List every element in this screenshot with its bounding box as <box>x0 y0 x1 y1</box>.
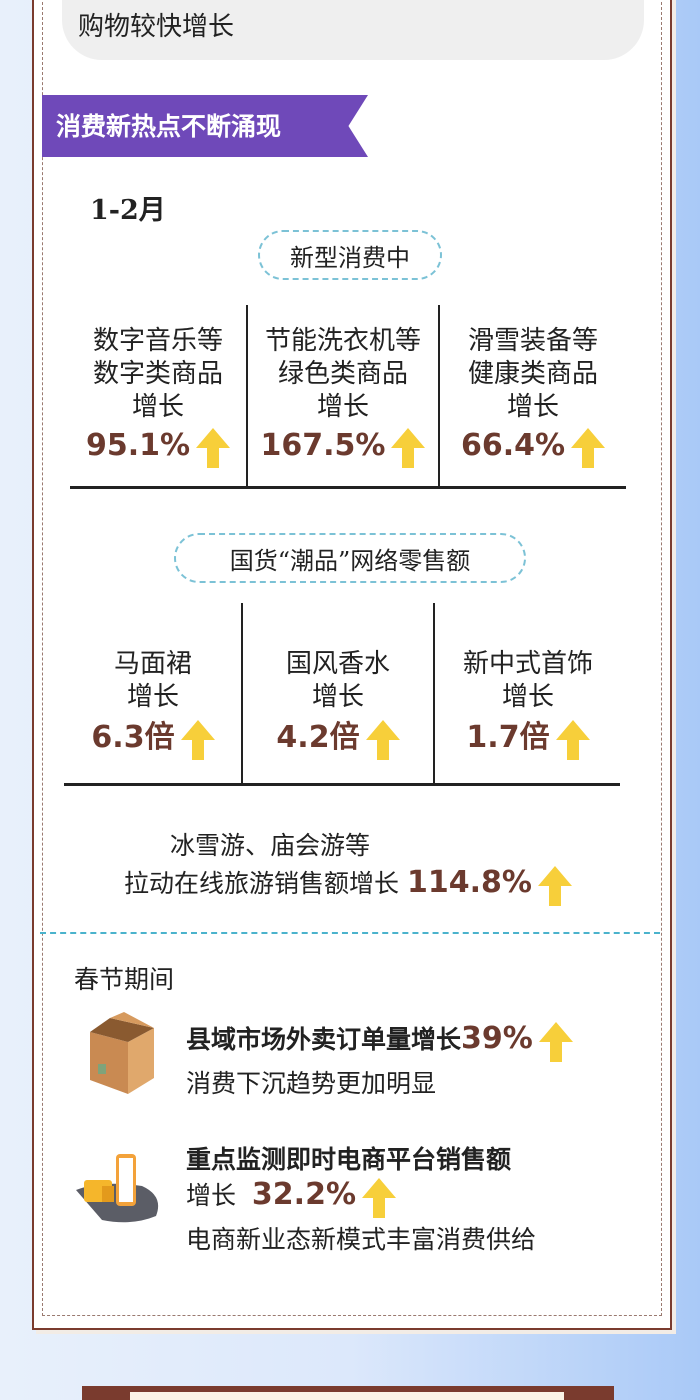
divider <box>64 783 620 786</box>
stat-value: 32.2% <box>251 1177 356 1212</box>
stat-jewelry: 新中式首饰 增长 1.7倍 <box>435 648 621 760</box>
stat-value: 167.5% <box>260 428 386 463</box>
instant-ecommerce-head: 重点监测即时电商平台销售额 <box>186 1145 512 1174</box>
stat-digital: 数字音乐等 数字类商品 增长 95.1% <box>70 325 246 468</box>
dashed-border <box>42 0 662 1316</box>
stat-value: 6.3倍 <box>91 720 175 755</box>
travel-value: 114.8% <box>406 865 532 900</box>
up-arrow-icon <box>571 428 605 468</box>
county-delivery-line: 县域市场外卖订单量增长39% <box>186 1020 573 1062</box>
content-card <box>32 0 672 1330</box>
stat-value: 95.1% <box>85 428 191 463</box>
guochao-pill: 国货“潮品”网络零售额 <box>174 533 526 583</box>
next-section-header <box>82 1386 614 1400</box>
stat-perfume: 国风香水 增长 4.2倍 <box>243 648 433 760</box>
section-title: 消费新热点不断涌现 <box>56 112 282 141</box>
stat-value: 1.7倍 <box>466 720 550 755</box>
county-delivery-sub: 消费下沉趋势更加明显 <box>186 1069 437 1098</box>
spring-title: 春节期间 <box>74 965 175 994</box>
travel-line2: 拉动在线旅游销售额增长 114.8% <box>124 864 572 906</box>
stat-value: 66.4% <box>460 428 566 463</box>
intro-text: 购物较快增长 <box>78 12 235 42</box>
stat-health: 滑雪装备等 健康类商品 增长 66.4% <box>440 325 626 468</box>
up-arrow-icon <box>539 1022 573 1062</box>
divider <box>246 305 248 487</box>
up-arrow-icon <box>181 720 215 760</box>
stat-mamianqun: 马面裙 增长 6.3倍 <box>64 648 242 760</box>
divider <box>433 603 435 783</box>
period-label: 1-2月 <box>90 195 166 226</box>
box-icon <box>90 1012 154 1094</box>
up-arrow-icon <box>538 866 572 906</box>
divider <box>70 486 626 489</box>
instant-ecommerce-sub: 电商新业态新模式丰富消费供给 <box>186 1225 537 1254</box>
stat-value: 4.2倍 <box>276 720 360 755</box>
section-ribbon: 消费新热点不断涌现 <box>42 95 368 157</box>
stat-value: 39% <box>461 1021 533 1056</box>
divider <box>241 603 243 783</box>
stat-green: 节能洗衣机等 绿色类商品 增长 167.5% <box>248 325 438 468</box>
new-consumption-pill: 新型消费中 <box>258 230 442 280</box>
delivery-truck-phone-icon <box>76 1154 159 1223</box>
up-arrow-icon <box>391 428 425 468</box>
intro-bubble: 购物较快增长 <box>62 0 644 60</box>
instant-ecommerce-growth: 增长 32.2% <box>186 1176 396 1218</box>
up-arrow-icon <box>196 428 230 468</box>
travel-line1: 冰雪游、庙会游等 <box>170 831 371 860</box>
up-arrow-icon <box>366 720 400 760</box>
up-arrow-icon <box>362 1178 396 1218</box>
up-arrow-icon <box>556 720 590 760</box>
section-separator <box>40 932 660 934</box>
divider <box>438 305 440 487</box>
